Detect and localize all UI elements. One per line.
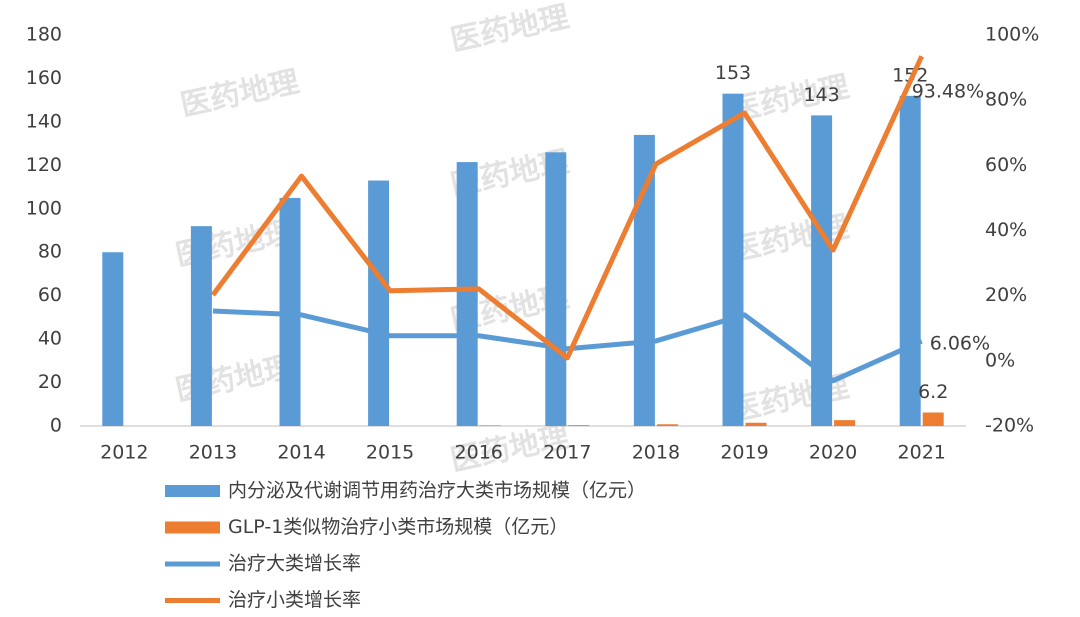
x-tick-label: 2014 <box>277 442 325 464</box>
data-label: 6.06% <box>930 333 990 355</box>
bar <box>922 412 944 426</box>
x-tick-label: 2020 <box>809 442 857 464</box>
legend-swatch <box>165 485 220 497</box>
y-tick-label: 60 <box>38 284 62 306</box>
watermark: 医药地理 <box>727 209 852 268</box>
y-tick-label: 180 <box>26 24 62 46</box>
y-tick-label: 160 <box>26 67 62 89</box>
line <box>210 55 924 361</box>
x-tick-label: 2021 <box>898 442 946 464</box>
y2-tick-label: 0% <box>985 349 1015 371</box>
x-tick-label: 2013 <box>189 442 237 464</box>
y-tick-label: 20 <box>38 371 62 393</box>
bar <box>722 93 744 427</box>
y2-tick-label: 20% <box>985 284 1027 306</box>
legend-label: GLP-1类似物治疗小类市场规模（亿元） <box>228 516 568 538</box>
data-label: 143 <box>803 84 839 106</box>
legend-swatch <box>165 521 220 534</box>
legend-label: 治疗小类增长率 <box>228 589 361 611</box>
bar <box>190 226 212 426</box>
data-label: 93.48% <box>912 81 984 103</box>
watermark: 医药地理 <box>447 0 572 59</box>
y-tick-label: 120 <box>26 154 62 176</box>
bar <box>102 252 124 426</box>
bar <box>545 152 567 427</box>
bar <box>456 162 478 426</box>
y-tick-label: 0 <box>50 415 62 437</box>
x-tick-label: 2016 <box>455 442 503 464</box>
y2-tick-label: -20% <box>985 415 1034 437</box>
y-tick-label: 80 <box>38 241 62 263</box>
bar <box>811 115 833 426</box>
bar <box>568 425 590 426</box>
x-tick-label: 2015 <box>366 442 414 464</box>
y-tick-label: 140 <box>26 110 62 132</box>
y-tick-label: 100 <box>26 197 62 219</box>
x-tick-label: 2012 <box>100 442 148 464</box>
y2-tick-label: 100% <box>985 24 1039 46</box>
bar <box>745 422 767 426</box>
bar <box>656 424 678 426</box>
x-tick-label: 2018 <box>632 442 680 464</box>
bar <box>899 95 921 427</box>
y2-tick-label: 60% <box>985 154 1027 176</box>
x-tick-label: 2017 <box>543 442 591 464</box>
watermark: 医药地理 <box>177 64 302 123</box>
data-label: 6.2 <box>918 381 948 403</box>
legend-label: 内分泌及代谢调节用药治疗大类市场规模（亿元） <box>228 480 646 502</box>
line <box>212 308 923 384</box>
bar <box>834 420 856 426</box>
x-tick-label: 2019 <box>720 442 768 464</box>
y2-tick-label: 80% <box>985 89 1027 111</box>
bar <box>479 425 501 426</box>
legend-label: 治疗大类增长率 <box>228 553 361 575</box>
data-label: 153 <box>715 62 751 84</box>
data-label: 152 <box>892 64 928 86</box>
bar <box>368 180 390 426</box>
y-tick-label: 40 <box>38 328 62 350</box>
bar <box>633 134 655 426</box>
y2-tick-label: 40% <box>985 219 1027 241</box>
